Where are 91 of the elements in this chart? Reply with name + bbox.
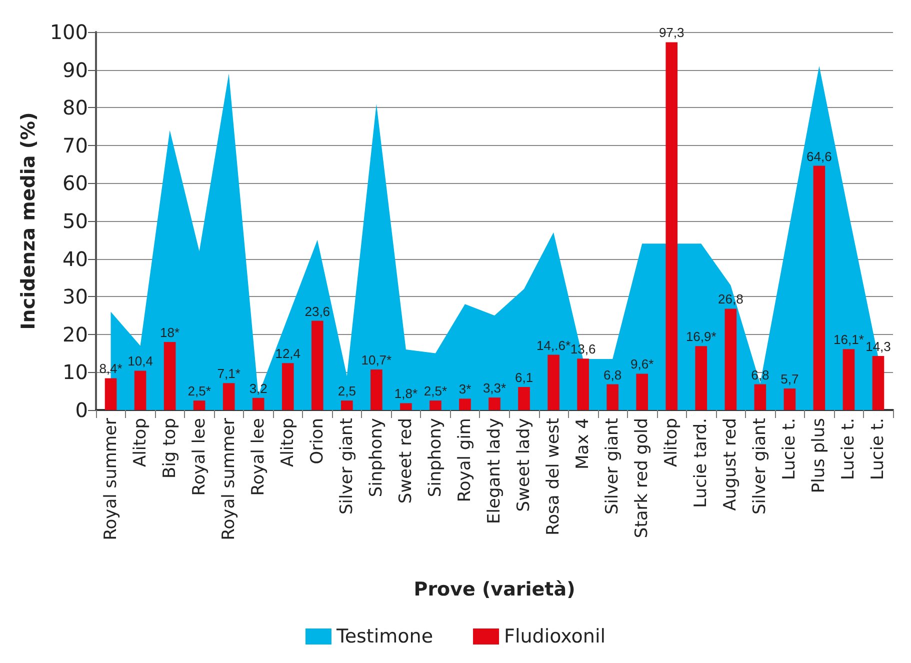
bar [842,349,855,410]
bar [341,400,353,410]
x-tick-label: Royal gim [454,418,475,502]
x-tick-label: Royal lee [189,418,210,496]
bar [813,166,826,410]
x-tick-label: Silver giant [336,418,357,515]
data-label: 10,7* [361,352,392,368]
x-tick-label: Silver giant [602,418,623,515]
x-tick-label: August red [720,418,741,511]
y-tick-label: 60 [62,171,88,196]
bar [193,400,206,410]
bar [311,320,324,410]
x-tick-label: Sweet red [396,418,416,504]
x-tick-label: Alitop [662,418,682,467]
data-label: 6,1 [514,370,534,385]
data-label: 14,.6* [536,338,571,353]
bar [666,42,678,410]
bar [104,378,117,410]
legend-label: Testimone [335,626,434,648]
y-axis-title: Incidenza media (%) [18,112,40,330]
y-tick-label: 90 [62,58,88,82]
x-tick-label: Royal summer [218,418,239,540]
data-label: 2,5* [424,384,448,399]
x-tick-label: Alitop [130,418,150,467]
bar [548,354,560,410]
x-tick-label: Plus plus [809,418,830,494]
bar [695,346,708,410]
data-label: 2,5* [188,384,211,399]
bar [488,398,500,410]
y-tick-label: 80 [62,96,88,120]
x-tick-label: Sinphony [425,418,446,498]
bar [872,356,884,410]
y-tick-label: 10 [62,360,88,384]
x-tick-label: Lucie t. [868,418,888,480]
x-tick-label: Rosa del west [544,418,564,536]
data-label: 8,4* [99,361,122,376]
bar [754,384,766,410]
bar [577,358,589,410]
bar [784,388,796,410]
x-tick-label: Sinphony [366,418,386,498]
x-tick-label: Royal lee [248,418,268,496]
x-tick-label: Elegant lady [484,418,504,524]
data-label: 3* [458,382,472,397]
x-tick-label: Lucie tard. [691,418,712,508]
data-label: 16,9* [686,329,716,344]
x-tick-label: Lucie t. [838,418,859,480]
x-tick-label: Royal summer [100,418,121,540]
y-tick-label: 100 [50,20,88,44]
data-label: 97,3 [658,25,684,40]
data-label: 23,6 [304,304,330,319]
data-label: 9,6* [630,356,654,372]
data-label: 5,7 [780,371,799,386]
data-label: 16,1* [834,332,864,348]
data-label: 12,4 [275,346,301,362]
bar [636,374,648,410]
data-label: 3,3* [482,380,506,396]
bar [459,398,471,410]
legend-label: Fludioxonil [504,626,606,648]
y-tick-label: 30 [62,284,88,309]
data-label: 7,1* [217,366,240,382]
data-label: 18* [160,324,180,340]
data-label: 1,8* [394,386,418,402]
x-tick-label: Alitop [278,418,298,467]
data-label: 2,5 [338,384,356,399]
bar [606,384,618,410]
bar [430,400,442,410]
x-tick-label: Max 4 [573,418,594,470]
bar [134,370,146,410]
x-tick-label: Lucie t. [780,418,800,480]
data-label: 6,8 [604,367,622,382]
bar [724,308,737,410]
y-tick-label: 50 [62,209,88,233]
x-tick-label: Silver giant [750,418,770,515]
bar [164,342,176,410]
bar [400,403,412,410]
bar [282,363,294,410]
bar [222,383,235,410]
data-label: 10,4 [128,354,153,369]
bar [370,370,382,410]
x-tick-label: Sweet lady [514,418,534,512]
x-tick-label: Stark red gold [632,418,652,538]
y-tick-label: 20 [62,322,88,346]
bar [252,398,264,410]
x-axis-title: Prove (varietà) [414,578,576,600]
x-tick-label: Big top [160,418,180,478]
x-tick-label: Orion [307,418,328,464]
bar [518,386,530,410]
data-label: 64,6 [806,148,832,164]
y-tick-label: 0 [75,398,88,422]
y-tick-label: 70 [62,133,88,158]
y-tick-label: 40 [62,246,88,271]
